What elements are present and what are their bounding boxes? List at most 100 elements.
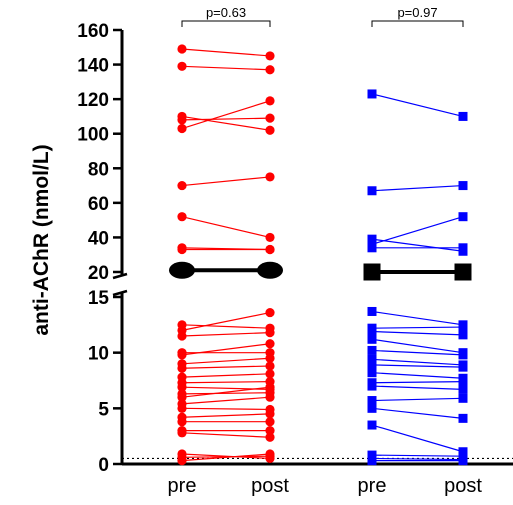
data-point — [458, 362, 468, 372]
median-point — [363, 263, 381, 281]
data-point — [265, 392, 275, 402]
data-point — [265, 51, 275, 61]
pair-line — [181, 100, 271, 130]
pair-line — [371, 424, 464, 453]
data-point — [367, 89, 377, 99]
axis-break-mark — [112, 289, 128, 297]
axis-break-mark — [112, 272, 128, 280]
y-tick-label: 100 — [77, 125, 109, 146]
data-point — [367, 354, 377, 364]
pair-line — [181, 216, 271, 239]
data-point — [458, 393, 468, 403]
pair-line — [181, 176, 271, 187]
data-point — [177, 428, 187, 438]
data-point — [367, 234, 377, 244]
data-point — [265, 339, 275, 349]
data-point — [265, 125, 275, 135]
data-point — [177, 212, 187, 222]
data-point — [458, 181, 468, 191]
data-point — [177, 180, 187, 191]
data-point — [367, 186, 377, 196]
pair-line — [181, 453, 271, 462]
pair-line — [181, 386, 271, 398]
pair-line — [371, 381, 464, 384]
data-point — [265, 382, 275, 392]
y-tick-label: 40 — [88, 228, 109, 249]
data-point — [265, 353, 275, 363]
data-point — [265, 113, 275, 123]
y-tick-label: 5 — [98, 399, 109, 420]
y-tick-label: 140 — [77, 56, 109, 77]
data-point — [458, 330, 468, 340]
data-point — [177, 392, 187, 402]
pair-line — [371, 310, 464, 326]
data-point — [458, 322, 468, 332]
y-tick-label: 120 — [77, 90, 109, 111]
x-category-label: pre — [168, 475, 197, 497]
comparison-bracket — [181, 20, 271, 27]
data-point — [367, 403, 377, 413]
data-point — [458, 243, 468, 253]
data-point — [265, 232, 275, 243]
pair-line — [181, 381, 271, 384]
y-axis-label: anti-AChR (nmol/L) — [30, 144, 53, 335]
data-point — [367, 327, 377, 337]
pair-line — [181, 392, 271, 395]
median-point — [257, 261, 283, 279]
data-point — [367, 381, 377, 391]
y-tick-label: 160 — [77, 21, 109, 42]
data-point — [458, 384, 468, 394]
data-point — [177, 331, 187, 341]
pair-line — [371, 454, 464, 457]
y-tick-label: 60 — [88, 194, 109, 215]
data-point — [265, 369, 275, 379]
data-point — [367, 396, 377, 406]
data-point — [367, 456, 377, 466]
data-point — [458, 350, 468, 360]
p-value-label: p=0.63 — [206, 5, 246, 20]
data-point — [265, 244, 275, 255]
pair-line — [371, 184, 464, 192]
data-point — [265, 307, 275, 318]
data-point — [458, 111, 468, 121]
pair-line — [371, 338, 464, 354]
pair-line — [181, 365, 271, 369]
data-point — [177, 403, 187, 413]
series-group — [169, 44, 283, 466]
data-point — [458, 377, 468, 387]
pair-line — [371, 216, 464, 245]
pair-line — [181, 65, 271, 71]
y-tick-label: 80 — [88, 159, 109, 180]
pair-line — [371, 358, 464, 366]
data-point — [177, 350, 187, 360]
pair-line — [181, 396, 271, 405]
data-point — [367, 368, 377, 378]
data-point — [367, 420, 377, 430]
pair-line — [371, 385, 464, 391]
data-point — [177, 363, 187, 373]
median-point — [454, 263, 472, 281]
pair-line — [181, 413, 271, 418]
y-tick-label: 15 — [88, 288, 110, 309]
data-point — [265, 328, 275, 338]
data-point — [265, 432, 275, 442]
pair-line — [371, 330, 464, 336]
data-point — [458, 212, 468, 222]
data-point — [458, 456, 468, 466]
data-point — [265, 96, 275, 106]
data-point — [265, 172, 275, 182]
data-point — [367, 243, 377, 253]
data-point — [177, 123, 187, 134]
x-category-label: post — [444, 475, 482, 497]
data-point — [458, 413, 468, 423]
data-point — [177, 115, 187, 125]
pair-line — [181, 332, 271, 337]
pair-line — [181, 407, 271, 411]
pair-line — [181, 373, 271, 378]
data-point — [265, 417, 275, 427]
pair-line — [371, 349, 464, 356]
pair-line — [181, 115, 271, 131]
data-point — [367, 306, 377, 316]
pair-line — [371, 457, 464, 461]
